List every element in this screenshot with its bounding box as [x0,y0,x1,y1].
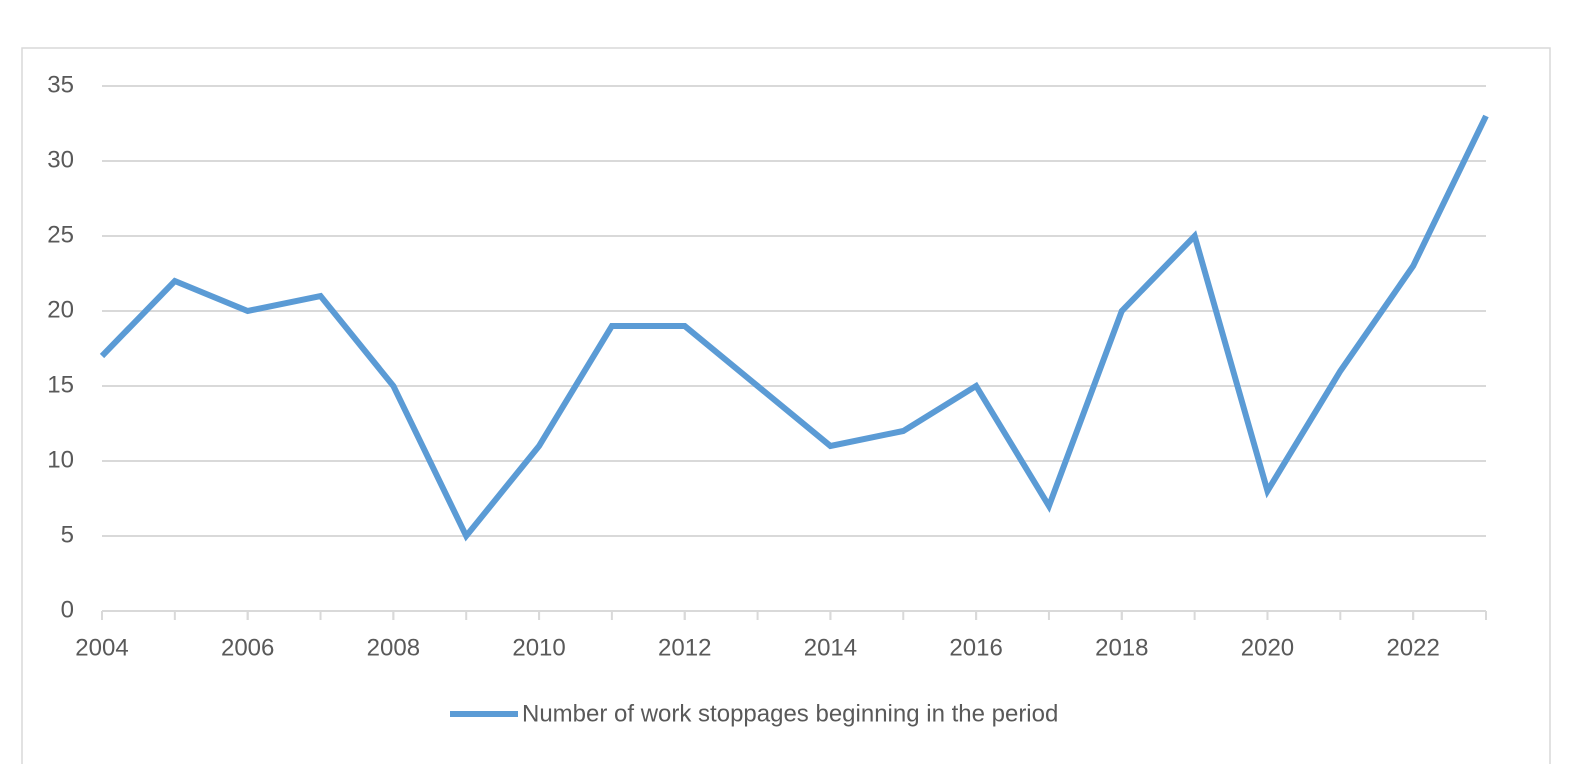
y-tick-label: 10 [47,446,74,473]
x-tick-label: 2004 [75,634,128,661]
y-tick-label: 5 [61,521,74,548]
y-tick-label: 35 [47,71,74,98]
y-tick-label: 30 [47,146,74,173]
y-tick-label: 15 [47,371,74,398]
x-tick-label: 2020 [1241,634,1294,661]
x-tick-label: 2018 [1095,634,1148,661]
x-tick-label: 2010 [512,634,565,661]
x-tick-label: 2006 [221,634,274,661]
x-tick-label: 2012 [658,634,711,661]
y-tick-label: 0 [61,596,74,623]
y-tick-label: 25 [47,221,74,248]
x-tick-label: 2022 [1386,634,1439,661]
data-line [99,114,1489,542]
legend-label: Number of work stoppages beginning in th… [522,700,1058,727]
x-tick-label: 2016 [949,634,1002,661]
y-tick-label: 20 [47,296,74,323]
x-tick-label: 2014 [804,634,857,661]
x-tick-label: 2008 [367,634,420,661]
